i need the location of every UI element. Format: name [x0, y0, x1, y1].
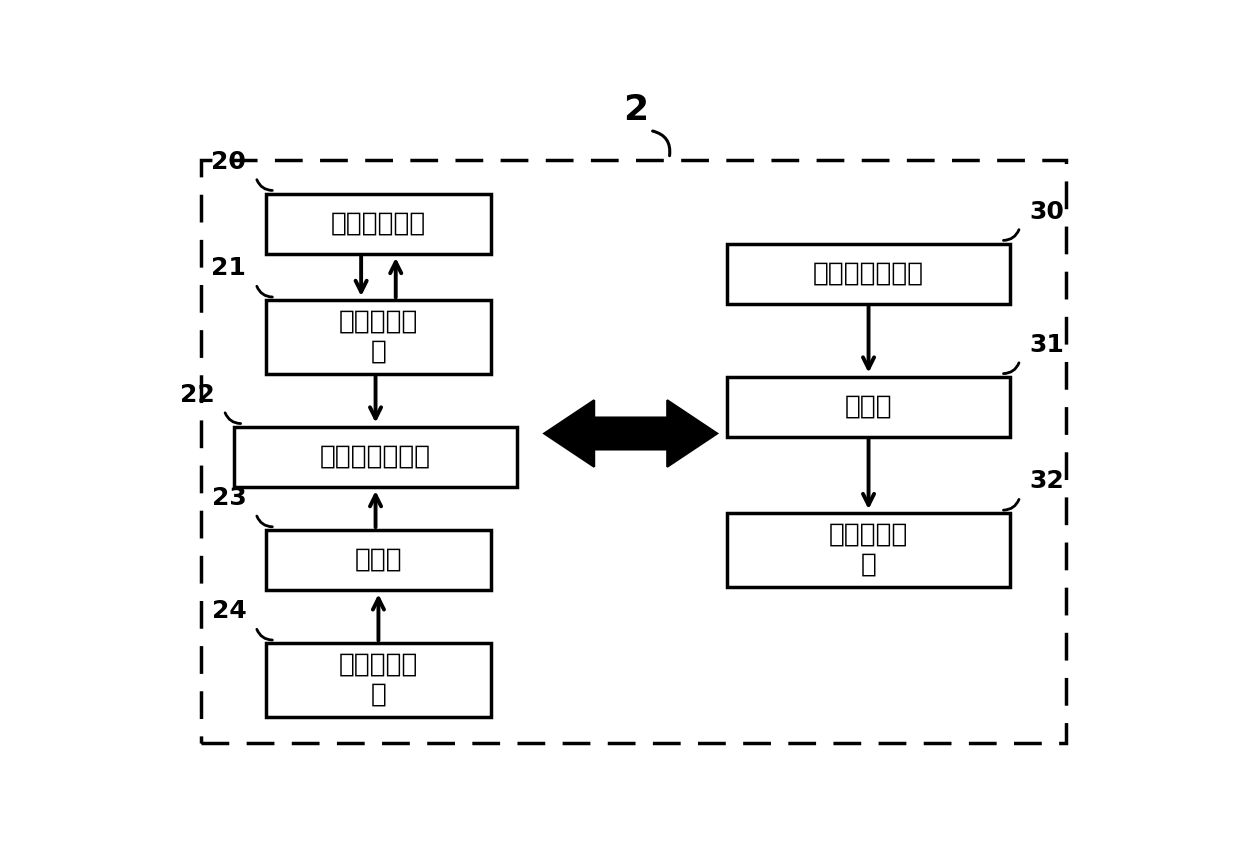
Bar: [727, 244, 1011, 304]
Text: 24: 24: [212, 599, 247, 624]
Text: 32: 32: [1029, 470, 1064, 493]
Text: 电磁波发送单元: 电磁波发送单元: [320, 444, 432, 470]
Bar: [265, 300, 491, 374]
Text: 太阳跟随单元: 太阳跟随单元: [331, 211, 427, 237]
Text: 信号发送单
元: 信号发送单 元: [828, 522, 908, 578]
Polygon shape: [544, 400, 717, 467]
Text: 控制器: 控制器: [355, 547, 402, 573]
Text: 2: 2: [622, 93, 649, 127]
Bar: [265, 194, 491, 253]
Text: 23: 23: [212, 486, 247, 510]
Bar: [265, 530, 491, 590]
Bar: [727, 377, 1011, 437]
Text: 22: 22: [180, 383, 215, 407]
Text: 太阳能电池
板: 太阳能电池 板: [339, 309, 418, 365]
Text: 20: 20: [211, 150, 247, 174]
Text: 蓄电池: 蓄电池: [844, 394, 893, 420]
Text: 31: 31: [1029, 333, 1064, 357]
Text: 30: 30: [1029, 200, 1064, 224]
Text: 21: 21: [211, 256, 247, 280]
Bar: [265, 644, 491, 716]
Text: 信号接收单
元: 信号接收单 元: [339, 652, 418, 708]
Bar: [201, 160, 1066, 743]
Bar: [234, 426, 517, 487]
Bar: [727, 514, 1011, 586]
Text: 电磁波接收单元: 电磁波接收单元: [813, 260, 924, 286]
